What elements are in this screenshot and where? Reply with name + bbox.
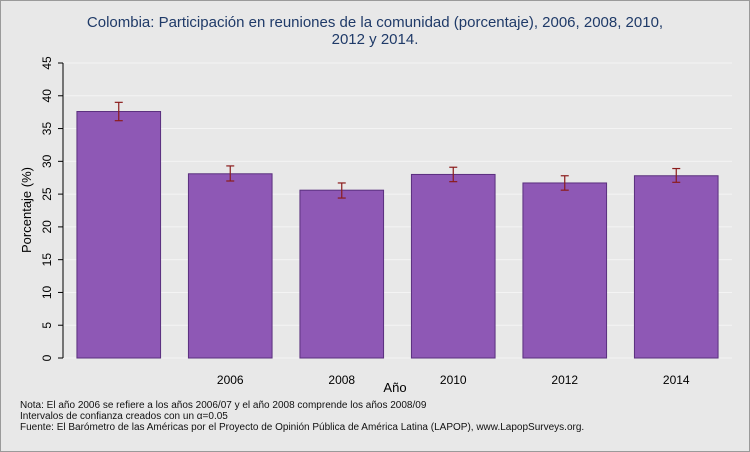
x-tick-label: 2014 (663, 373, 690, 387)
error-bar (672, 167, 681, 183)
footnote-fuente: Fuente: El Barómetro de las Américas por… (20, 422, 585, 433)
gridlines (63, 62, 732, 359)
axes (58, 62, 64, 359)
error-bar (560, 175, 569, 191)
footnote-nota: Nota: El año 2006 se refiere a los años … (20, 400, 427, 411)
bar (633, 175, 719, 359)
y-tick-label: 30 (40, 154, 54, 168)
y-tick-labels: 0 5 10 15 20 25 30 35 40 45 (40, 56, 54, 361)
bar (76, 111, 162, 359)
bar (410, 173, 496, 359)
error-bar (114, 101, 123, 122)
error-bars (114, 101, 681, 199)
chart-title: Colombia: Participación en reuniones de … (0, 14, 750, 48)
y-tick-label: 5 (40, 322, 54, 329)
y-tick-label: 0 (40, 354, 54, 361)
bar (522, 182, 608, 359)
error-bar (337, 182, 346, 199)
x-tick-label: 2006 (217, 373, 244, 387)
error-bar (449, 166, 458, 183)
footnote-intervalos: Intervalos de confianza creados con un α… (20, 411, 228, 422)
y-tick-label: 35 (40, 122, 54, 136)
x-tick-label: 2008 (328, 373, 355, 387)
chart-title-line-2: 2012 y 2014. (331, 31, 419, 48)
x-tick-labels: 2006 2008 2010 2012 2014 (217, 373, 690, 387)
y-tick-label: 40 (40, 89, 54, 103)
bars (76, 111, 719, 359)
y-tick-label: 10 (40, 285, 54, 299)
y-tick-label: 15 (40, 253, 54, 267)
x-tick-label: 2010 (440, 373, 467, 387)
bar (187, 173, 273, 359)
bar (299, 189, 385, 359)
chart-title-line-1: Colombia: Participación en reuniones de … (86, 14, 664, 31)
x-axis-label: Año (383, 380, 406, 395)
y-tick-label: 20 (40, 220, 54, 234)
footnotes: Nota: El año 2006 se refiere a los años … (20, 400, 584, 433)
y-axis-label: Porcentaje (%) (19, 167, 34, 253)
error-bar (226, 165, 235, 182)
y-tick-label: 45 (40, 56, 54, 70)
x-tick-label: 2012 (551, 373, 578, 387)
y-tick-label: 25 (40, 187, 54, 201)
